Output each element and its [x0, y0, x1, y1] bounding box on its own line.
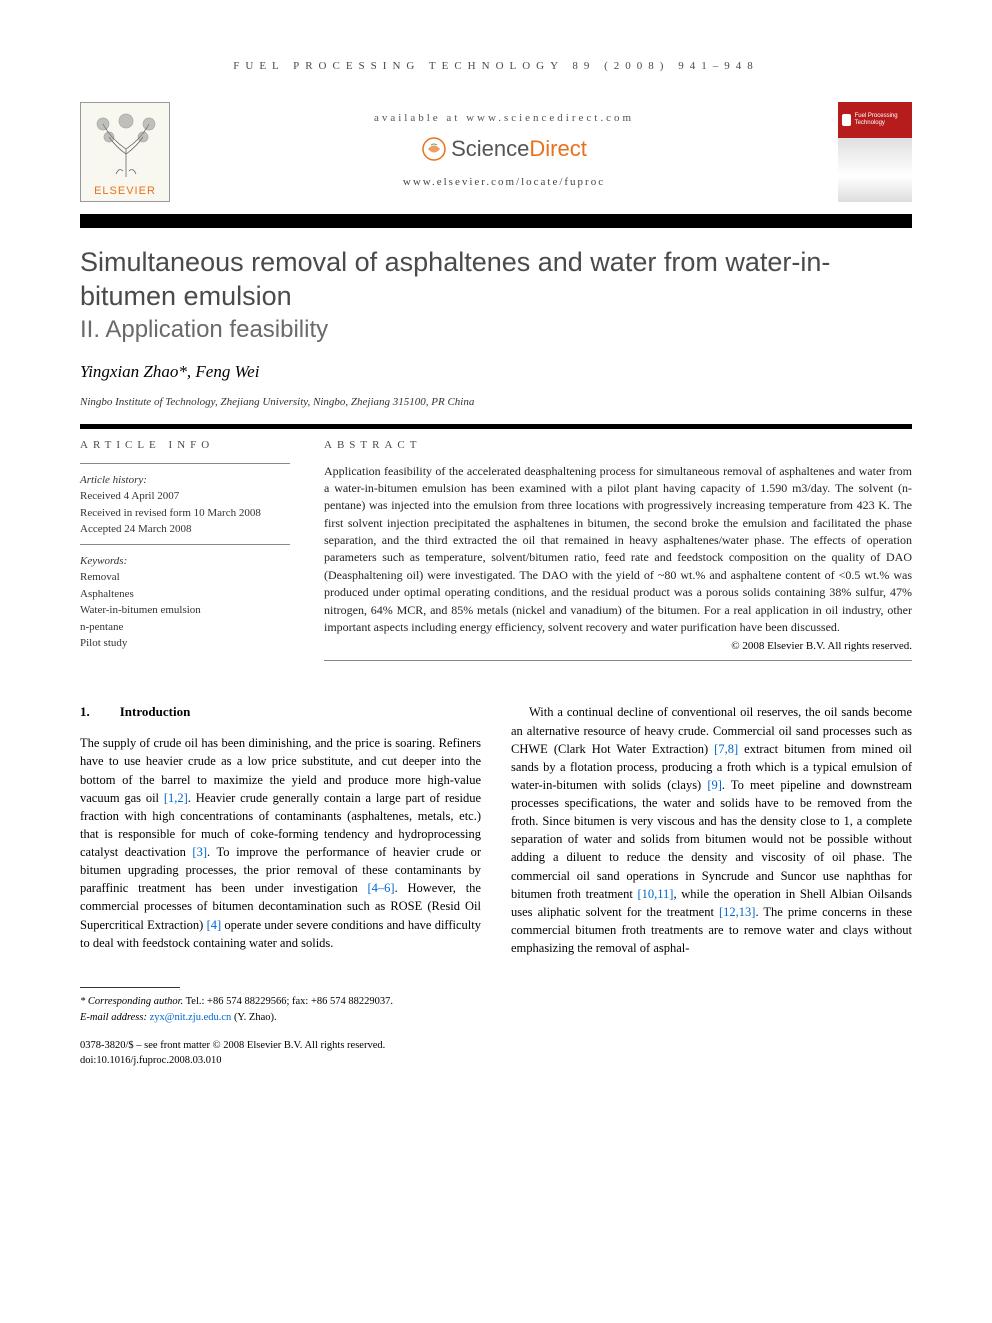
- citation-link[interactable]: [12,13]: [719, 905, 755, 919]
- abstract-text: Application feasibility of the accelerat…: [324, 463, 912, 637]
- journal-cover-thumbnail: Fuel Processing Technology: [838, 102, 912, 202]
- keywords-heading: Keywords:: [80, 553, 290, 570]
- elsevier-logo: ELSEVIER: [80, 102, 170, 202]
- available-at-text: available at www.sciencedirect.com: [170, 112, 838, 124]
- info-divider: [80, 544, 290, 545]
- citation-link[interactable]: [1,2]: [164, 791, 188, 805]
- revised-date: Received in revised form 10 March 2008: [80, 505, 290, 522]
- body-paragraph: The supply of crude oil has been diminis…: [80, 734, 481, 952]
- article-subtitle: II. Application feasibility: [80, 316, 912, 344]
- info-divider: [80, 463, 290, 464]
- journal-cover-title: Fuel Processing Technology: [855, 113, 908, 126]
- keyword-item: n-pentane: [80, 619, 290, 636]
- header-block: ELSEVIER available at www.sciencedirect.…: [80, 102, 912, 202]
- header-divider-bar: [80, 214, 912, 228]
- citation-link[interactable]: [9]: [707, 778, 722, 792]
- email-link[interactable]: zyx@nit.zju.edu.cn: [150, 1012, 232, 1023]
- sciencedirect-icon: [421, 136, 447, 162]
- elsevier-tree-icon: [91, 109, 161, 179]
- received-date: Received 4 April 2007: [80, 488, 290, 505]
- body-paragraph: With a continual decline of conventional…: [511, 703, 912, 957]
- accepted-date: Accepted 24 March 2008: [80, 521, 290, 538]
- abstract-end-divider: [324, 660, 912, 661]
- footer-divider: [80, 987, 180, 988]
- body-two-column: 1. Introduction The supply of crude oil …: [80, 703, 912, 957]
- footer-block: * Corresponding author. Tel.: +86 574 88…: [80, 987, 912, 1069]
- keyword-item: Removal: [80, 569, 290, 586]
- journal-cover-icon: [842, 114, 851, 126]
- doi-line: doi:10.1016/j.fuproc.2008.03.010: [80, 1053, 912, 1069]
- keyword-item: Asphaltenes: [80, 586, 290, 603]
- article-info-label: ARTICLE INFO: [80, 439, 290, 451]
- keyword-item: Water-in-bitumen emulsion: [80, 602, 290, 619]
- citation-link[interactable]: [10,11]: [637, 887, 673, 901]
- corresponding-author-line: * Corresponding author. Tel.: +86 574 88…: [80, 994, 912, 1010]
- body-column-left: 1. Introduction The supply of crude oil …: [80, 703, 481, 957]
- sciencedirect-wordmark: ScienceDirect: [451, 136, 587, 162]
- abstract-label: ABSTRACT: [324, 439, 912, 451]
- locate-url: www.elsevier.com/locate/fuproc: [170, 176, 838, 188]
- citation-link[interactable]: [7,8]: [714, 742, 738, 756]
- abstract-column: ABSTRACT Application feasibility of the …: [324, 439, 912, 670]
- authors: Yingxian Zhao*, Feng Wei: [80, 362, 912, 382]
- title-divider-bar: [80, 424, 912, 429]
- section-number: 1.: [80, 703, 90, 722]
- article-title: Simultaneous removal of asphaltenes and …: [80, 246, 912, 314]
- citation-link[interactable]: [3]: [192, 845, 207, 859]
- citation-link[interactable]: [4]: [207, 918, 222, 932]
- section-title: Introduction: [120, 703, 191, 722]
- affiliation: Ningbo Institute of Technology, Zhejiang…: [80, 396, 912, 408]
- email-line: E-mail address: zyx@nit.zju.edu.cn (Y. Z…: [80, 1010, 912, 1026]
- body-column-right: With a continual decline of conventional…: [511, 703, 912, 957]
- issn-copyright-line: 0378-3820/$ – see front matter © 2008 El…: [80, 1038, 912, 1054]
- article-history-heading: Article history:: [80, 472, 290, 489]
- elsevier-wordmark: ELSEVIER: [94, 185, 156, 197]
- article-info-column: ARTICLE INFO Article history: Received 4…: [80, 439, 290, 670]
- sciencedirect-logo: ScienceDirect: [421, 136, 587, 162]
- running-head: FUEL PROCESSING TECHNOLOGY 89 (2008) 941…: [80, 60, 912, 72]
- citation-link[interactable]: [4–6]: [368, 881, 395, 895]
- center-header: available at www.sciencedirect.com Scien…: [170, 102, 838, 188]
- abstract-copyright: © 2008 Elsevier B.V. All rights reserved…: [324, 640, 912, 652]
- keyword-item: Pilot study: [80, 635, 290, 652]
- section-heading: 1. Introduction: [80, 703, 481, 722]
